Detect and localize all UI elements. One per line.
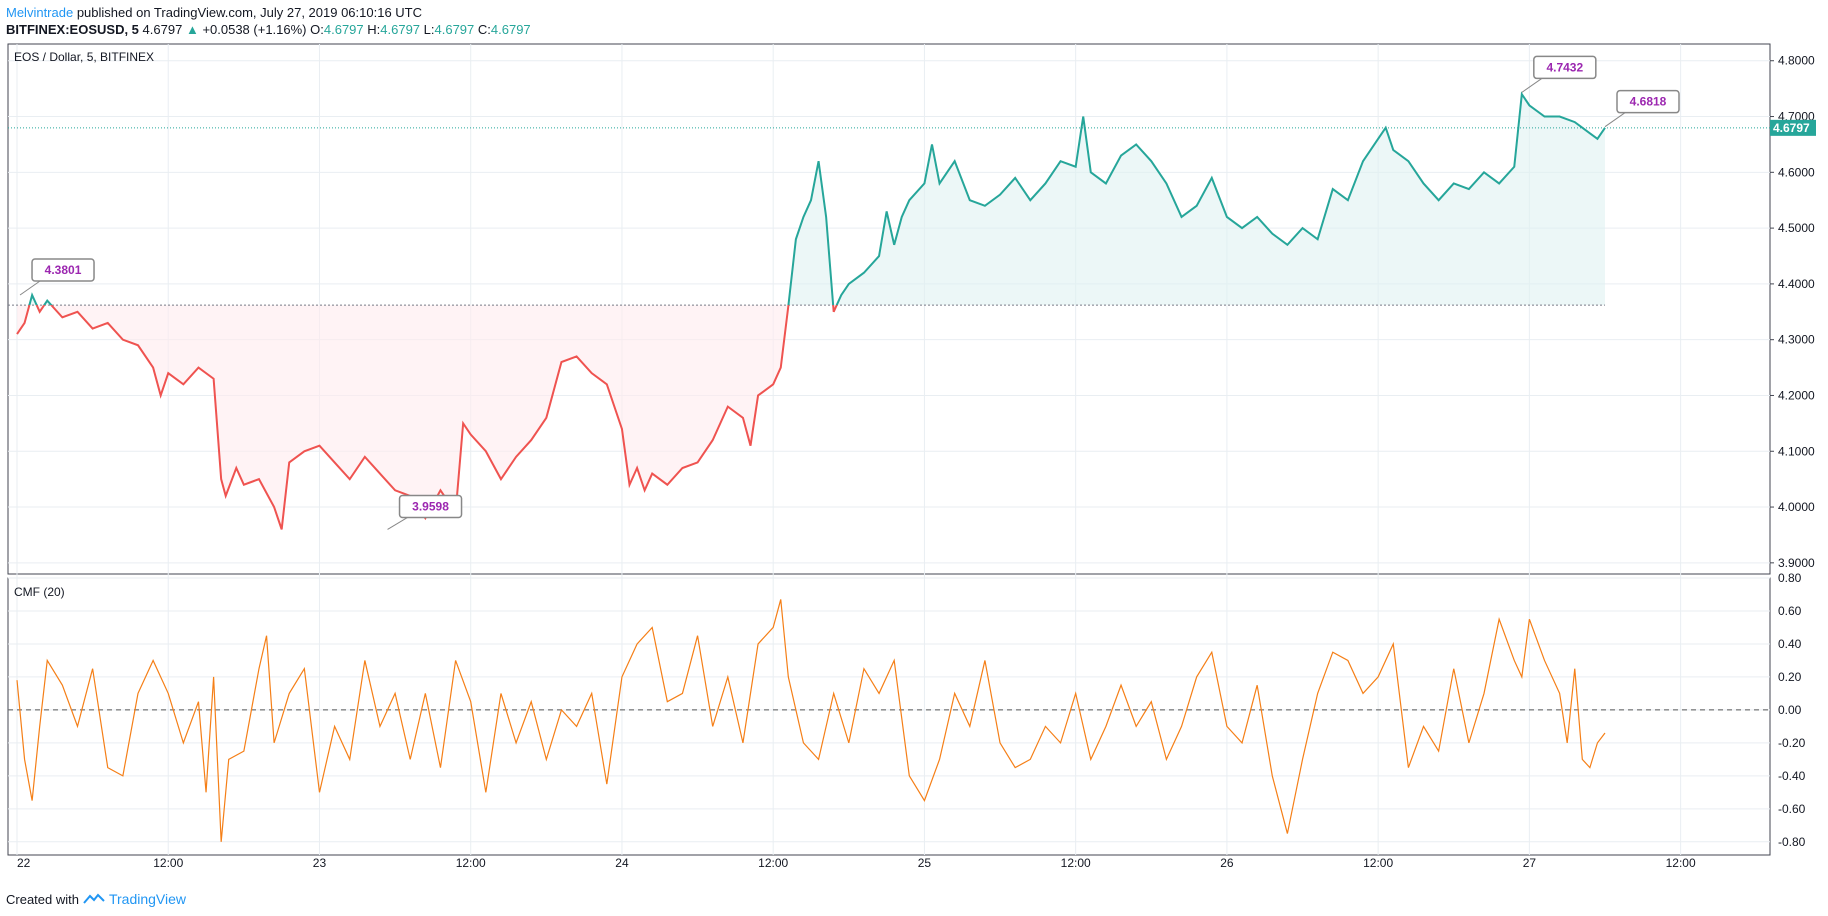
x-tick-label: 25 bbox=[918, 856, 932, 870]
annotation-label: 4.7432 bbox=[1546, 60, 1583, 74]
last-price-badge-label: 4.6797 bbox=[1773, 121, 1810, 135]
price-tick-label: 4.5000 bbox=[1778, 221, 1815, 235]
author-link[interactable]: Melvintrade bbox=[6, 5, 74, 20]
price-tick-label: 4.8000 bbox=[1778, 54, 1815, 68]
open-label: O: bbox=[310, 22, 324, 37]
cmf-line[interactable] bbox=[16, 599, 1606, 842]
chart-header: Melvintrade published on TradingView.com… bbox=[6, 4, 531, 38]
tradingview-logo-icon bbox=[83, 893, 105, 904]
annotation-pointer bbox=[19, 280, 41, 296]
x-tick-label: 12:00 bbox=[1061, 856, 1091, 870]
x-tick-label: 22 bbox=[17, 856, 31, 870]
last-price-text: 4.6797 bbox=[142, 22, 183, 37]
cmf-pane-title: CMF (20) bbox=[14, 585, 65, 599]
published-text: published on TradingView.com, July 27, 2… bbox=[73, 5, 423, 20]
price-tick-label: 4.0000 bbox=[1778, 500, 1815, 514]
annotation-label: 4.3801 bbox=[45, 263, 82, 277]
annotation-box[interactable] bbox=[31, 258, 95, 282]
price-tick-label: 4.3000 bbox=[1778, 333, 1815, 347]
price-line-down[interactable] bbox=[16, 94, 1605, 530]
price-pane-title: EOS / Dollar, 5, BITFINEX bbox=[14, 50, 154, 64]
cmf-tick-label: 0.00 bbox=[1778, 703, 1802, 717]
change-text: +0.0538 (+1.16%) bbox=[202, 22, 307, 37]
symbol-label: BITFINEX:EOSUSD, 5 bbox=[6, 22, 139, 37]
close-label: C: bbox=[477, 22, 491, 37]
high-label: H: bbox=[367, 22, 381, 37]
below-baseline-fill bbox=[17, 305, 1605, 530]
x-tick-label: 12:00 bbox=[1666, 856, 1696, 870]
annotation-label: 3.9598 bbox=[412, 499, 449, 513]
x-tick-label: 12:00 bbox=[153, 856, 183, 870]
price-pane-frame bbox=[7, 43, 1771, 575]
cmf-tick-label: 0.80 bbox=[1778, 571, 1802, 585]
high-value: 4.6797 bbox=[380, 22, 421, 37]
annotation-box[interactable] bbox=[1533, 55, 1597, 80]
low-label: L: bbox=[423, 22, 435, 37]
change-arrow-icon: ▲ bbox=[185, 22, 199, 37]
cmf-tick-label: -0.20 bbox=[1778, 736, 1806, 750]
above-baseline-fill bbox=[29, 94, 1605, 306]
cmf-tick-label: 0.40 bbox=[1778, 637, 1802, 651]
price-tick-label: 4.4000 bbox=[1778, 277, 1815, 291]
annotation-pointer bbox=[1521, 78, 1543, 93]
x-tick-label: 12:00 bbox=[456, 856, 486, 870]
annotation-pointer bbox=[387, 517, 408, 530]
footer: Created with TradingView bbox=[6, 891, 186, 907]
close-value: 4.6797 bbox=[490, 22, 531, 37]
cmf-tick-label: -0.80 bbox=[1778, 835, 1806, 849]
x-tick-label: 27 bbox=[1523, 856, 1537, 870]
x-tick-label: 24 bbox=[615, 856, 629, 870]
created-with-text: Created with bbox=[6, 891, 79, 907]
cmf-tick-label: -0.60 bbox=[1778, 802, 1806, 816]
low-value: 4.6797 bbox=[434, 22, 475, 37]
cmf-tick-label: -0.40 bbox=[1778, 769, 1806, 783]
x-tick-label: 26 bbox=[1220, 856, 1234, 870]
annotation-box[interactable] bbox=[1616, 89, 1680, 114]
x-tick-label: 23 bbox=[313, 856, 327, 870]
x-tick-label: 12:00 bbox=[758, 856, 788, 870]
price-tick-label: 4.2000 bbox=[1778, 388, 1815, 402]
x-tick-label: 12:00 bbox=[1363, 856, 1393, 870]
price-tick-label: 4.1000 bbox=[1778, 444, 1815, 458]
open-value: 4.6797 bbox=[323, 22, 364, 37]
cmf-tick-label: 0.20 bbox=[1778, 670, 1802, 684]
tradingview-brand-link[interactable]: TradingView bbox=[108, 891, 187, 907]
last-price-badge bbox=[1770, 119, 1816, 136]
annotation-pointer bbox=[1604, 112, 1626, 128]
price-line-up[interactable] bbox=[17, 91, 1606, 529]
cmf-tick-label: 0.60 bbox=[1778, 604, 1802, 618]
price-tick-label: 4.6000 bbox=[1778, 165, 1815, 179]
price-tick-label: 3.9000 bbox=[1778, 556, 1815, 570]
annotation-label: 4.6818 bbox=[1630, 95, 1667, 109]
annotation-box[interactable] bbox=[398, 494, 463, 519]
